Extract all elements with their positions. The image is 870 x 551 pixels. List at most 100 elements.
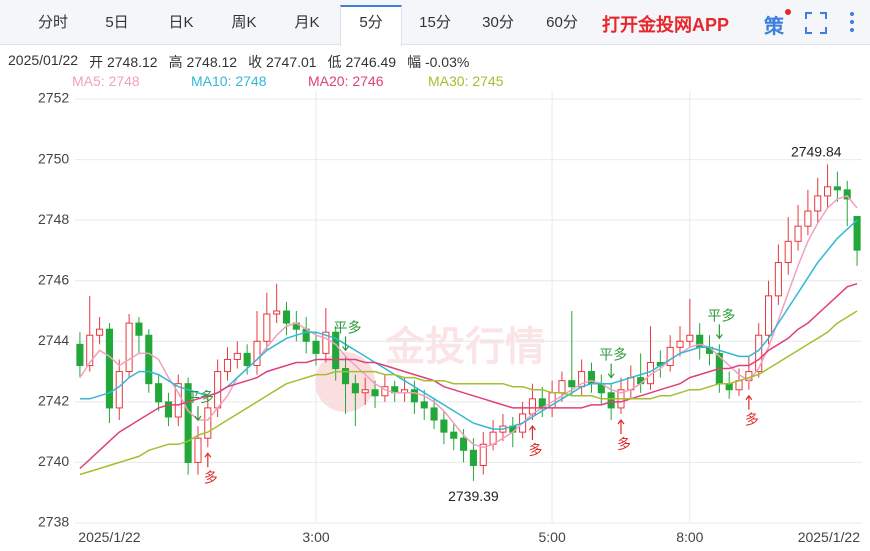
candle-body bbox=[804, 210, 812, 227]
info-item: 2025/01/22 bbox=[8, 52, 79, 68]
candle-body bbox=[322, 331, 330, 354]
notice-dot bbox=[785, 9, 791, 15]
candle-body bbox=[666, 346, 674, 367]
x-tick-label: 2025/1/22 bbox=[798, 529, 860, 545]
candle-body bbox=[450, 431, 458, 439]
candle-body bbox=[233, 352, 241, 360]
signal-label: 平多 bbox=[334, 319, 362, 335]
candle-body bbox=[263, 313, 271, 342]
signal-label: 平多 bbox=[186, 389, 214, 405]
x-tick-label: 8:00 bbox=[676, 529, 703, 545]
candle-body bbox=[755, 334, 763, 373]
signal-label: 多 bbox=[528, 442, 542, 458]
candle-body bbox=[568, 380, 576, 388]
candle-body bbox=[273, 310, 281, 315]
candle-body bbox=[253, 340, 261, 367]
candle-body bbox=[558, 380, 566, 394]
y-tick-label: 2738 bbox=[38, 514, 69, 530]
candle-body bbox=[725, 383, 733, 391]
candle-body bbox=[794, 225, 802, 242]
tab[interactable]: 分时 bbox=[37, 14, 68, 31]
candle-body bbox=[784, 240, 792, 264]
info-item: 收 2747.01 bbox=[248, 54, 317, 70]
candle-body bbox=[833, 186, 841, 191]
x-tick-label: 3:00 bbox=[302, 529, 329, 545]
candle-body bbox=[853, 216, 861, 251]
tab[interactable]: 周K bbox=[231, 14, 257, 31]
max-label: 2749.84 bbox=[791, 143, 842, 159]
candle-body bbox=[351, 383, 359, 394]
min-label: 2739.39 bbox=[448, 488, 499, 504]
candle-body bbox=[223, 358, 232, 373]
legend-entry: MA5: 2748 bbox=[72, 73, 140, 89]
candle-body bbox=[479, 443, 487, 466]
y-tick-label: 2748 bbox=[38, 211, 69, 227]
info-item: 高 2748.12 bbox=[168, 54, 238, 70]
candle-body bbox=[686, 334, 694, 342]
tab[interactable]: 日K bbox=[168, 14, 194, 31]
signal-label: 平多 bbox=[599, 347, 627, 363]
candle-body bbox=[282, 310, 291, 324]
signal-label: 多 bbox=[745, 412, 759, 428]
tab[interactable]: 月K bbox=[294, 14, 320, 31]
candle-body bbox=[86, 334, 94, 367]
candle-body bbox=[105, 328, 113, 409]
signal-arrow bbox=[528, 425, 536, 441]
candle-body bbox=[361, 389, 369, 394]
toolbar: 分时 5日 日K 周K 月K 5分 15分 30分 60分 打开金投网APP 策 bbox=[0, 0, 870, 46]
candle-body bbox=[371, 389, 379, 397]
info-item: 幅 -0.03% bbox=[407, 54, 470, 70]
candle-body bbox=[607, 392, 615, 409]
info-item: 低 2746.49 bbox=[327, 54, 397, 70]
candle-body bbox=[528, 398, 536, 415]
candle-body bbox=[174, 383, 182, 418]
tab[interactable]: 15分 bbox=[419, 14, 451, 31]
candle-body bbox=[115, 371, 123, 409]
tab[interactable]: 30分 bbox=[482, 14, 514, 31]
candle-body bbox=[194, 437, 202, 463]
candle-body bbox=[341, 368, 350, 385]
tab[interactable]: 60分 bbox=[546, 14, 578, 31]
candle-body bbox=[214, 371, 222, 409]
candles bbox=[76, 164, 861, 481]
x-tick-label: 5:00 bbox=[538, 529, 565, 545]
candle-body bbox=[145, 334, 153, 385]
candle-body bbox=[420, 401, 428, 409]
candle-body bbox=[774, 262, 782, 297]
candle-body bbox=[764, 295, 773, 336]
fullscreen-icon[interactable] bbox=[805, 12, 827, 34]
y-tick-label: 2742 bbox=[38, 393, 69, 409]
candle-body bbox=[430, 407, 438, 421]
candle-body bbox=[76, 343, 84, 367]
candle-body bbox=[125, 322, 133, 373]
strategy-button[interactable]: 策 bbox=[764, 16, 784, 38]
candle-body bbox=[96, 328, 104, 336]
tab[interactable]: 5日 bbox=[105, 14, 129, 31]
candle-body bbox=[843, 189, 851, 200]
legend-entry: MA20: 2746 bbox=[308, 73, 384, 89]
x-tick-label: 2025/1/22 bbox=[78, 529, 140, 545]
candle-body bbox=[204, 407, 212, 439]
candle-body bbox=[440, 419, 448, 433]
ma-line bbox=[79, 282, 858, 470]
candle-body bbox=[410, 389, 418, 403]
ma-line bbox=[79, 195, 858, 449]
y-tick-label: 2752 bbox=[38, 90, 69, 106]
y-tick-label: 2744 bbox=[38, 332, 69, 348]
candle-body bbox=[332, 331, 340, 370]
more-icon[interactable] bbox=[850, 12, 854, 32]
signal-arrow bbox=[342, 336, 350, 352]
candle-body bbox=[469, 449, 477, 466]
tab[interactable]: 5分 bbox=[340, 5, 402, 46]
candle-body bbox=[243, 352, 251, 367]
candle-body bbox=[164, 401, 173, 418]
candle-body bbox=[312, 340, 320, 354]
candle-body bbox=[184, 383, 192, 463]
watermark: 金投行情 bbox=[384, 324, 545, 369]
candle-body bbox=[824, 186, 832, 197]
candle-body bbox=[676, 340, 684, 348]
brand-link[interactable]: 打开金投网APP bbox=[602, 15, 730, 35]
legend-entry: MA10: 2748 bbox=[191, 73, 267, 89]
info-item: 开 2748.12 bbox=[89, 54, 158, 70]
